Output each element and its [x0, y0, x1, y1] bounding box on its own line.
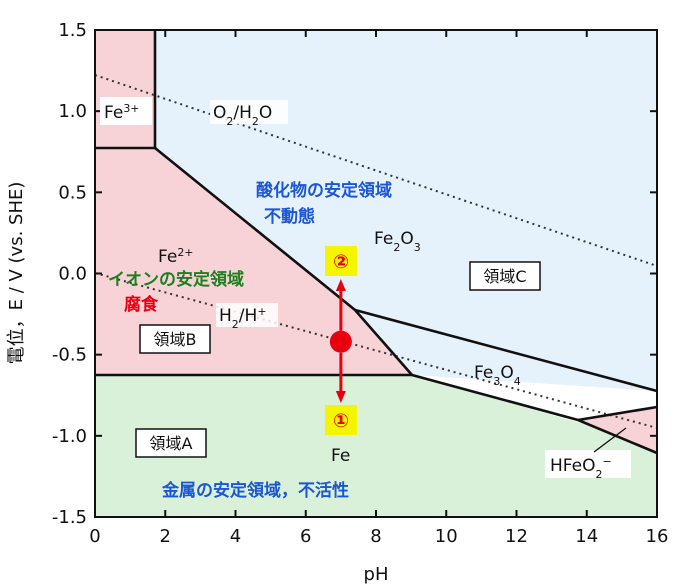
- svg-text:領域C: 領域C: [483, 267, 526, 286]
- y-tick-label: -1.5: [52, 507, 87, 528]
- corrosion-annotation: 腐食: [124, 294, 159, 315]
- x-tick-label: 12: [505, 526, 528, 547]
- oxide-stable-annotation: 酸化物の安定領域: [256, 180, 392, 201]
- y-tick-label: 0.0: [58, 264, 87, 285]
- arrow-up-head: [335, 279, 346, 291]
- metal-stable-annotation: 金属の安定領域，不活性: [161, 480, 349, 501]
- x-tick-label: 6: [300, 526, 311, 547]
- fe-label: Fe: [331, 446, 350, 466]
- x-axis-title: pH: [364, 564, 389, 584]
- x-tick-label: 2: [160, 526, 171, 547]
- x-axis: 0 2 4 6 8 10 12 14 16: [89, 30, 668, 547]
- o2-h2o-label: O2/H2O: [210, 100, 288, 128]
- y-axis: 1.5 1.0 0.5 0.0 -0.5 -1.0 -1.5: [52, 20, 657, 528]
- potential-marker: [329, 279, 352, 403]
- y-tick-label: -1.0: [52, 426, 87, 447]
- y-axis-title: 電位，E / V (vs. SHE): [6, 182, 27, 365]
- region-b-box: 領域B: [139, 324, 211, 354]
- y-tick-label: 1.0: [58, 101, 87, 122]
- x-tick-label: 14: [575, 526, 598, 547]
- passive-annotation: 不動態: [264, 206, 315, 227]
- h2-h-label: H2/H+: [216, 303, 278, 331]
- x-tick-label: 8: [370, 526, 381, 547]
- phase-boundaries: [95, 30, 658, 455]
- x-tick-label: 16: [646, 526, 669, 547]
- fe3-label: Fe3+: [100, 97, 152, 125]
- y-tick-label: 0.5: [58, 182, 87, 203]
- marker-2-box: ②: [325, 246, 357, 276]
- svg-text:②: ②: [333, 251, 349, 273]
- state-point: [329, 330, 352, 353]
- svg-text:①: ①: [333, 410, 349, 432]
- hfeo2-region: [578, 407, 657, 453]
- x-tick-label: 4: [230, 526, 241, 547]
- h2-h-line: [94, 272, 658, 429]
- marker-1-box: ①: [325, 405, 357, 435]
- y-tick-label: -0.5: [52, 345, 87, 366]
- svg-text:領域B: 領域B: [154, 330, 197, 349]
- svg-text:領域A: 領域A: [150, 434, 193, 453]
- x-tick-label: 10: [435, 526, 458, 547]
- region-c-box: 領域C: [469, 261, 541, 291]
- region-a-box: 領域A: [135, 428, 207, 458]
- hfeo2-pointer: [593, 427, 627, 453]
- arrow-down-head: [335, 391, 346, 403]
- x-tick-label: 0: [89, 526, 100, 547]
- hfeo2-label: HFeO2−: [545, 450, 631, 481]
- metal-region: [95, 375, 657, 517]
- ion-stable-annotation: イオンの安定領域: [108, 269, 244, 290]
- ion-region: [95, 30, 412, 375]
- y-tick-label: 1.5: [58, 20, 87, 41]
